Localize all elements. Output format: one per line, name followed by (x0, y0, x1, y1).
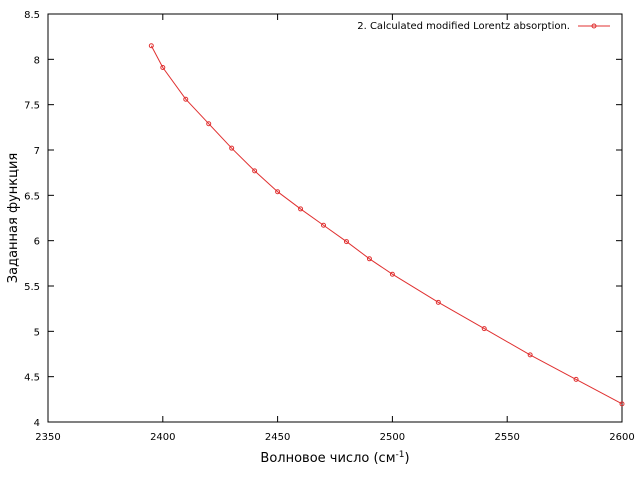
legend-marker-sample (591, 23, 597, 29)
y-axis-title: Заданная функция (6, 153, 21, 283)
y-tick-label: 6.5 (24, 191, 40, 202)
data-point (573, 376, 579, 382)
plot-frame (47, 13, 623, 423)
data-point (160, 64, 166, 70)
data-point (229, 145, 235, 151)
y-tick-label: 6 (34, 237, 40, 248)
x-axis-title-suffix: ) (404, 451, 409, 466)
y-tick-label: 5.5 (24, 282, 40, 293)
y-tick-label: 8 (34, 55, 40, 66)
data-point (298, 206, 304, 212)
data-point (435, 299, 441, 305)
x-tick-label: 2450 (265, 432, 290, 443)
y-tick-label: 7.5 (24, 101, 40, 112)
data-point (366, 256, 372, 262)
x-tick-label: 2500 (380, 432, 405, 443)
y-tick-label: 5 (34, 327, 40, 338)
data-point (343, 239, 349, 245)
data-point (619, 401, 625, 407)
axis-ticks: 2350 2400 2450 2500 2550 2600 4 4.5 5 5.5 6 6.5 7 7.5… (24, 10, 635, 443)
series-line (150, 45, 623, 405)
x-tick-label: 2550 (494, 432, 519, 443)
x-axis-title-superscript: -1 (396, 450, 405, 460)
legend-label: 2. Calculated modified Lorentz absorptio… (357, 21, 570, 32)
y-tick-label: 8.5 (24, 10, 40, 21)
x-tick-label: 2400 (150, 432, 175, 443)
data-point (183, 96, 189, 102)
x-axis-title: Волновое число (см-1) (260, 450, 409, 466)
data-point (206, 121, 212, 127)
y-tick-label: 4 (34, 418, 40, 429)
data-point (527, 352, 533, 358)
data-point (481, 326, 487, 332)
data-point (389, 271, 395, 277)
y-tick-label: 7 (34, 146, 40, 157)
legend: 2. Calculated modified Lorentz absorptio… (357, 21, 610, 32)
series-layer (148, 43, 625, 407)
x-tick-label: 2600 (609, 432, 634, 443)
data-point (148, 43, 154, 49)
data-point (275, 189, 281, 195)
data-point (321, 222, 327, 228)
data-point (252, 168, 258, 174)
x-tick-label: 2350 (35, 432, 60, 443)
y-tick-label: 4.5 (24, 373, 40, 384)
